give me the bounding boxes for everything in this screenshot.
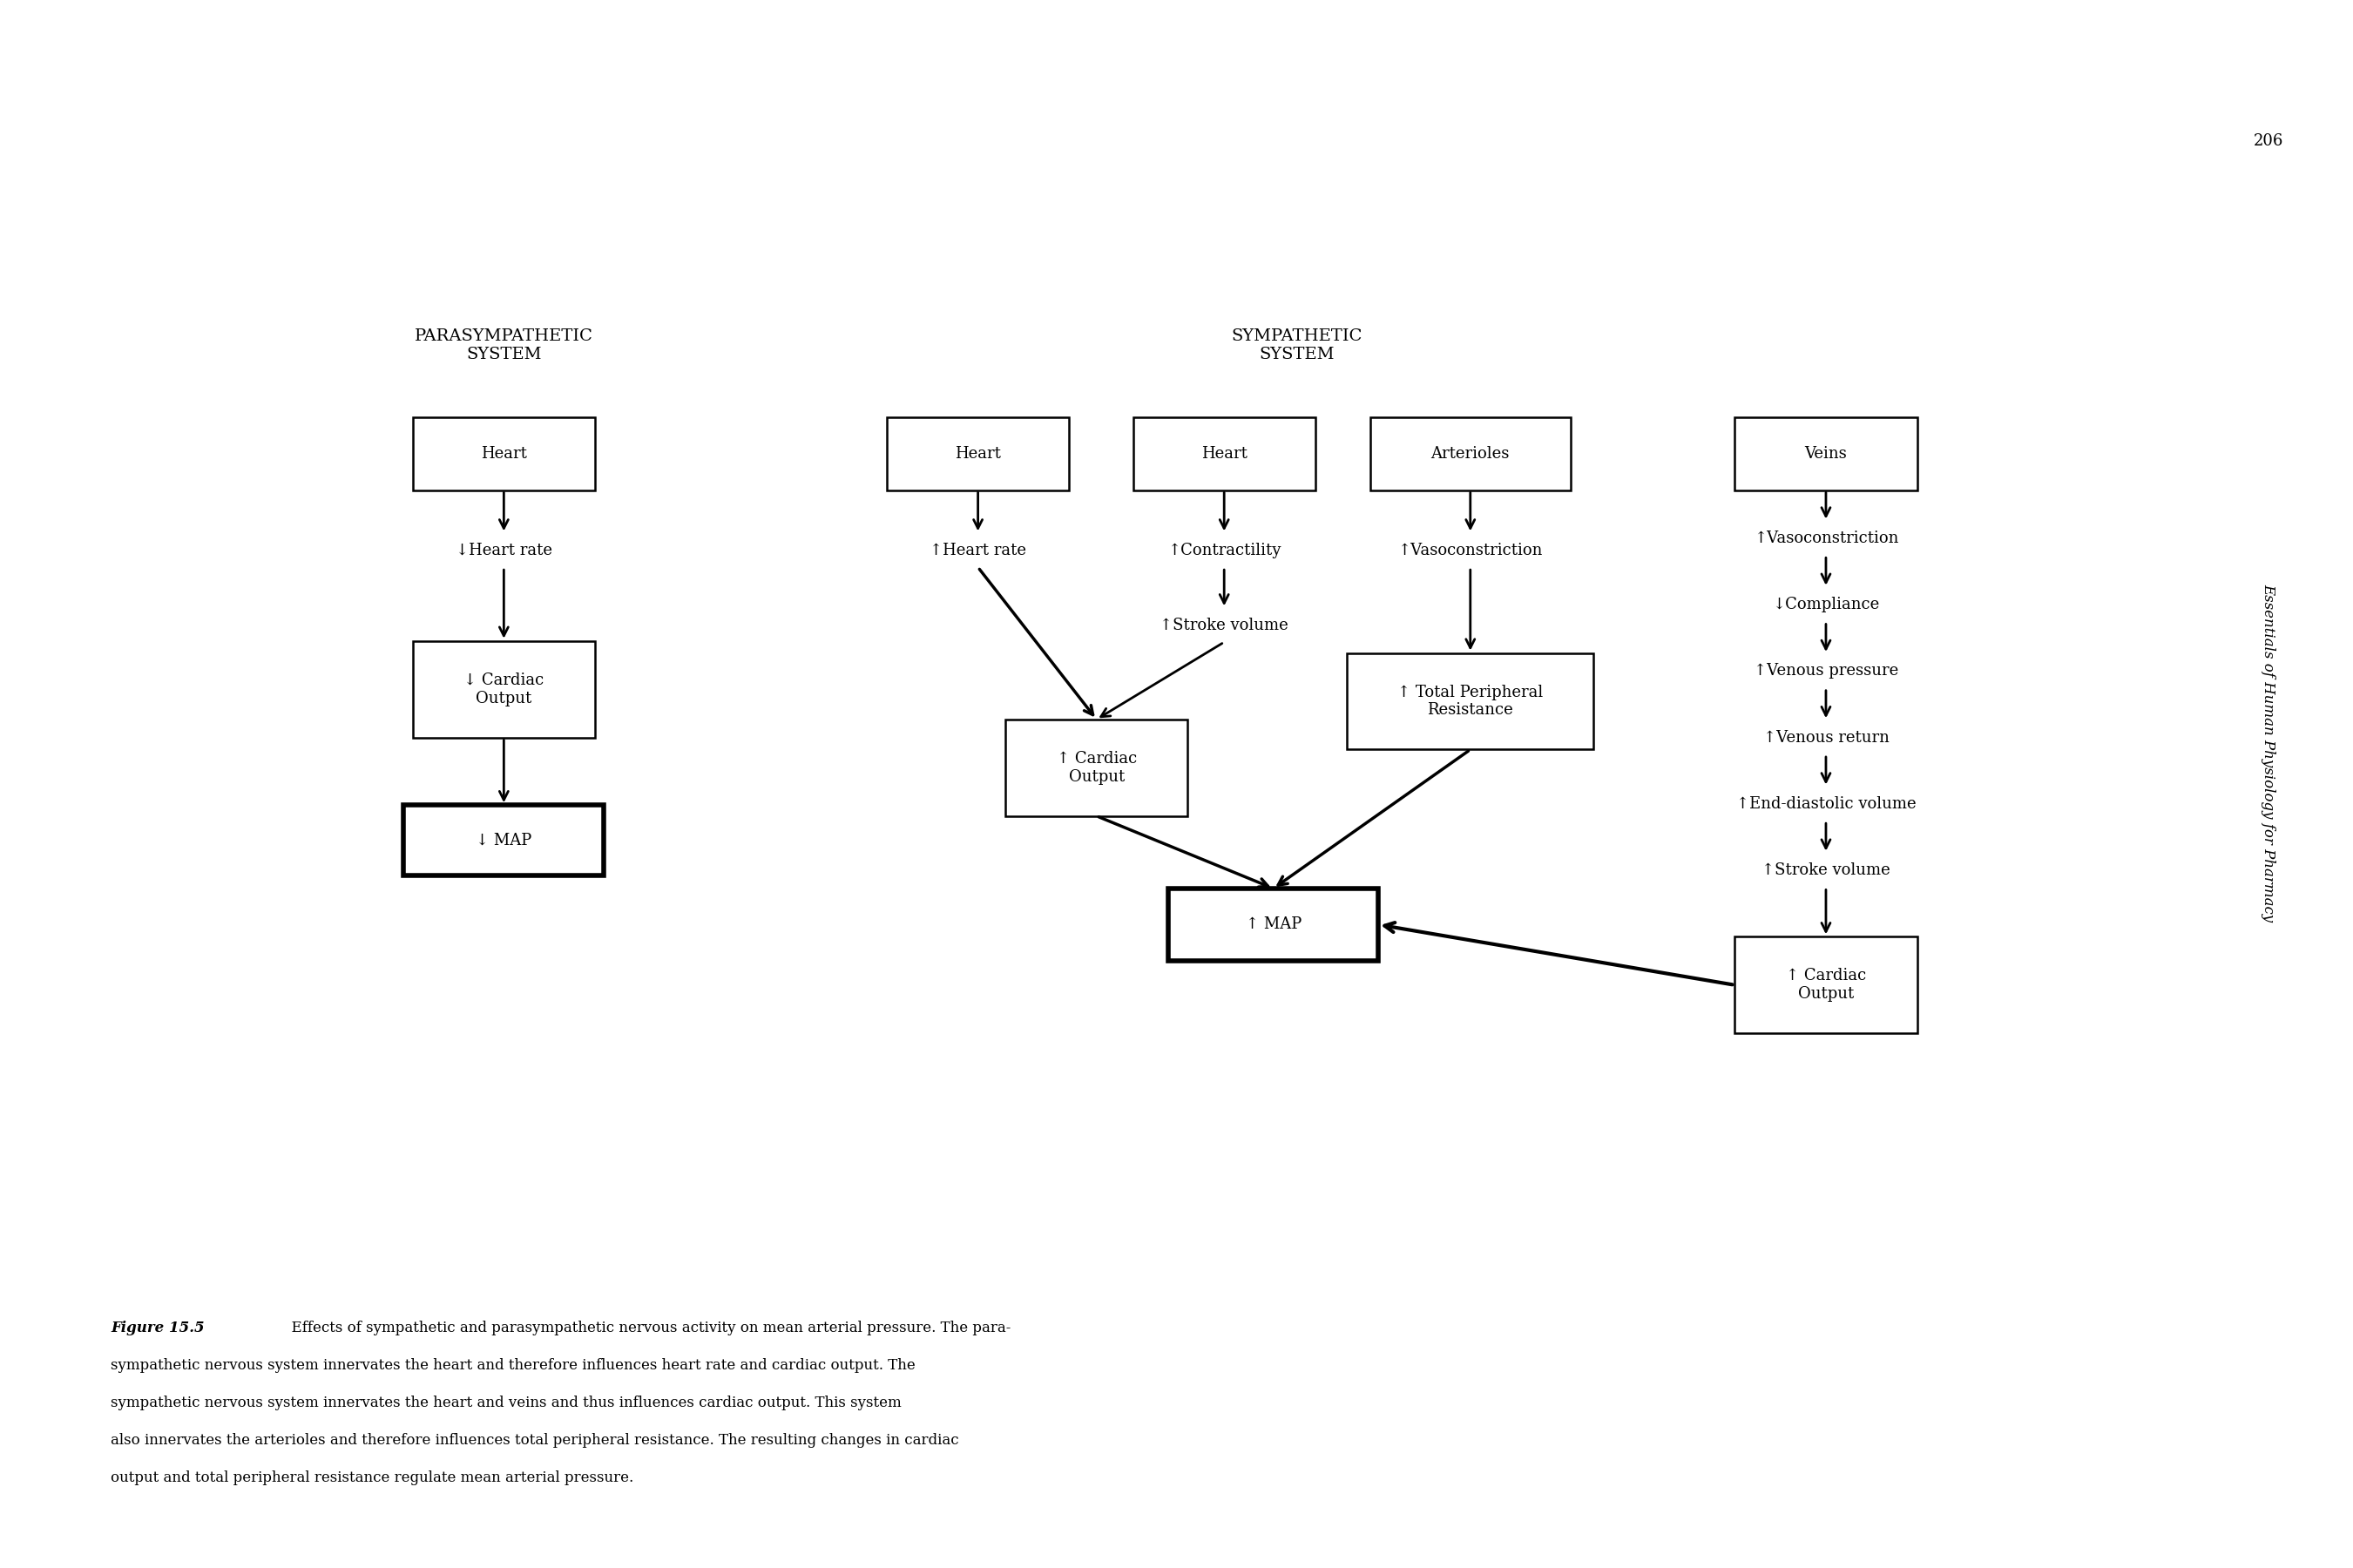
Text: ↑ MAP: ↑ MAP [1245, 917, 1301, 933]
Bar [412, 417, 595, 489]
Text: Heart: Heart [1200, 445, 1247, 461]
Text: ↓Heart rate: ↓Heart rate [456, 543, 553, 558]
Text: ↓ MAP: ↓ MAP [475, 833, 532, 848]
Text: output and total peripheral resistance regulate mean arterial pressure.: output and total peripheral resistance r… [111, 1471, 633, 1485]
Text: sympathetic nervous system innervates the heart and therefore influences heart r: sympathetic nervous system innervates th… [111, 1358, 915, 1372]
Text: ↓ Cardiac
Output: ↓ Cardiac Output [464, 673, 544, 706]
Text: ↑Venous pressure: ↑Venous pressure [1753, 663, 1899, 679]
Bar [1005, 720, 1188, 815]
Bar [1169, 889, 1379, 961]
Text: SYMPATHETIC
SYSTEM: SYMPATHETIC SYSTEM [1231, 328, 1362, 362]
Text: 206: 206 [2254, 133, 2282, 149]
Bar [405, 804, 605, 875]
Text: ↑Stroke volume: ↑Stroke volume [1160, 618, 1289, 633]
Bar [1369, 417, 1572, 489]
Text: Effects of sympathetic and parasympathetic nervous activity on mean arterial pre: Effects of sympathetic and parasympathet… [282, 1320, 1012, 1334]
Text: ↑Contractility: ↑Contractility [1167, 543, 1280, 558]
Text: ↑Vasoconstriction: ↑Vasoconstriction [1753, 530, 1899, 546]
Bar [1734, 417, 1918, 489]
Text: PARASYMPATHETIC
SYSTEM: PARASYMPATHETIC SYSTEM [414, 328, 593, 362]
Text: ↑ Cardiac
Output: ↑ Cardiac Output [1786, 967, 1866, 1002]
Text: ↑End-diastolic volume: ↑End-diastolic volume [1737, 797, 1915, 812]
Text: Figure 15.5: Figure 15.5 [111, 1320, 205, 1334]
Text: Arterioles: Arterioles [1431, 445, 1511, 461]
Text: ↑ Total Peripheral
Resistance: ↑ Total Peripheral Resistance [1398, 684, 1544, 718]
Bar [1348, 652, 1593, 750]
Text: ↑Stroke volume: ↑Stroke volume [1762, 862, 1889, 878]
Text: ↑Heart rate: ↑Heart rate [929, 543, 1026, 558]
Text: also innervates the arterioles and therefore influences total peripheral resista: also innervates the arterioles and there… [111, 1433, 958, 1447]
Bar [1734, 936, 1918, 1033]
Text: ↑Vasoconstriction: ↑Vasoconstriction [1398, 543, 1544, 558]
Text: Heart: Heart [955, 445, 1000, 461]
Text: sympathetic nervous system innervates the heart and veins and thus influences ca: sympathetic nervous system innervates th… [111, 1396, 901, 1410]
Text: ↓Compliance: ↓Compliance [1772, 597, 1880, 613]
Bar [887, 417, 1068, 489]
Text: Essentials of Human Physiology for Pharmacy: Essentials of Human Physiology for Pharm… [2261, 583, 2275, 922]
Text: Veins: Veins [1805, 445, 1847, 461]
Text: Heart: Heart [480, 445, 527, 461]
Bar [1134, 417, 1315, 489]
Text: ↑ Cardiac
Output: ↑ Cardiac Output [1056, 751, 1136, 784]
Bar [412, 641, 595, 737]
Text: ↑Venous return: ↑Venous return [1762, 729, 1889, 745]
